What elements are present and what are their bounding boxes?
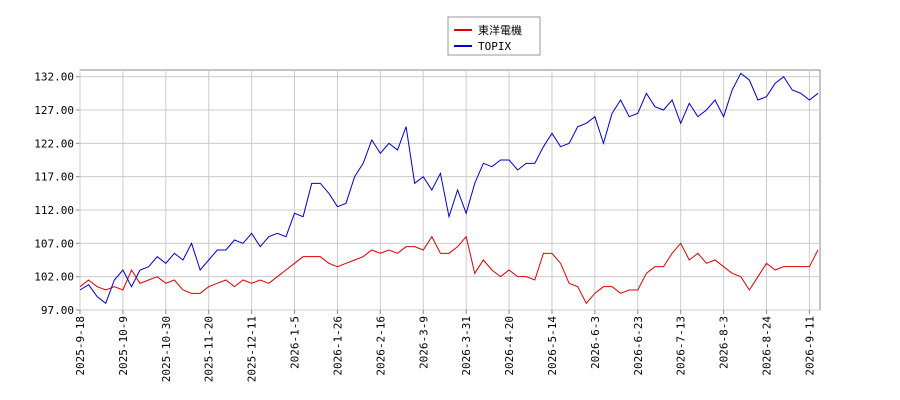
x-tick-label: 2026-4-20: [503, 316, 516, 376]
x-tick-label: 2026-5-14: [546, 316, 559, 376]
x-tick-label: 2025-10-30: [160, 316, 173, 382]
x-tick-label: 2026-2-16: [374, 316, 387, 376]
legend-box: [447, 16, 541, 56]
plot-area: [79, 69, 821, 311]
legend-label: 東洋電機: [478, 23, 522, 37]
y-tick-label: 97.00: [41, 304, 74, 317]
y-tick-label: 117.00: [34, 171, 74, 184]
x-tick-label: 2026-7-13: [675, 316, 688, 376]
series-line: [79, 235, 819, 305]
y-tick-label: 112.00: [34, 204, 74, 217]
x-tick-label: 2026-3-31: [460, 316, 473, 376]
x-tick-label: 2026-1-26: [331, 316, 344, 376]
y-tick-label: 132.00: [34, 71, 74, 84]
x-tick-label: 2026-6-3: [589, 316, 602, 369]
series-line: [79, 72, 819, 305]
x-tick-label: 2026-1-5: [289, 316, 302, 369]
x-tick-label: 2025-12-11: [246, 316, 259, 382]
x-tick-label: 2026-8-3: [718, 316, 731, 369]
x-tick-label: 2026-3-9: [417, 316, 430, 369]
y-tick-label: 107.00: [34, 237, 74, 250]
y-tick-label: 102.00: [34, 271, 74, 284]
x-tick-label: 2026-6-23: [632, 316, 645, 376]
x-tick-label: 2025-10-9: [117, 316, 130, 376]
y-tick-label: 122.00: [34, 137, 74, 150]
legend-label: TOPIX: [478, 40, 511, 53]
x-tick-label: 2026-8-24: [761, 316, 774, 376]
x-tick-label: 2025-11-20: [203, 316, 216, 382]
x-tick-label: 2025-9-18: [74, 316, 87, 376]
x-tick-label: 2026-9-11: [803, 316, 816, 376]
legend: 東洋電機 TOPIX: [454, 23, 522, 53]
y-tick-label: 127.00: [34, 104, 74, 117]
